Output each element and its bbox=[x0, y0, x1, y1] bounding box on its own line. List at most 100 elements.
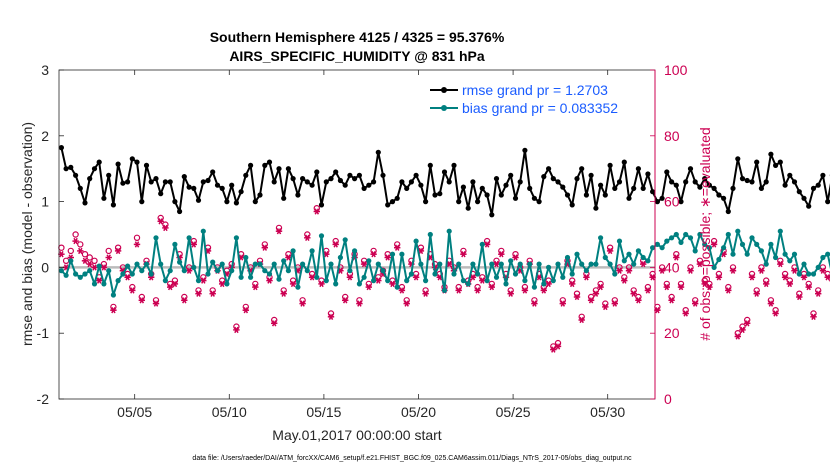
bias-marker bbox=[820, 254, 826, 261]
bias-marker bbox=[158, 261, 164, 267]
bias-marker bbox=[257, 261, 263, 267]
obs-evaluated-marker bbox=[114, 247, 122, 255]
obs-evaluated-stroke bbox=[201, 277, 206, 284]
bias-marker bbox=[460, 278, 466, 284]
rmse-marker bbox=[683, 179, 689, 185]
obs-evaluated-stroke bbox=[219, 280, 225, 288]
obs-evaluated-marker bbox=[819, 267, 827, 274]
bias-marker bbox=[602, 254, 608, 261]
bias-marker bbox=[683, 231, 689, 238]
y-right-tick-label: 0 bbox=[664, 391, 672, 407]
obs-evaluated-marker bbox=[124, 274, 131, 281]
bias-marker bbox=[191, 264, 197, 270]
bias-marker bbox=[773, 254, 779, 261]
obs-evaluated-stroke bbox=[569, 280, 575, 288]
bias-marker bbox=[328, 261, 334, 267]
bias-marker bbox=[626, 251, 632, 257]
rmse-marker bbox=[640, 185, 646, 191]
obs-evaluated-marker bbox=[715, 274, 723, 281]
rmse-marker bbox=[342, 182, 348, 188]
y-left-tick-label: 1 bbox=[41, 194, 49, 210]
bias-marker bbox=[210, 259, 216, 265]
bias-marker bbox=[744, 251, 750, 257]
bias-marker bbox=[721, 245, 727, 251]
obs-evaluated-stroke bbox=[707, 283, 712, 291]
obs-evaluated-stroke bbox=[423, 290, 428, 297]
obs-evaluated-marker bbox=[578, 316, 585, 324]
rmse-marker bbox=[754, 159, 760, 165]
bias-marker bbox=[195, 278, 202, 284]
obs-evaluated-stroke bbox=[243, 307, 249, 314]
obs-evaluated-stroke bbox=[153, 300, 159, 307]
obs-evaluated-stroke bbox=[276, 228, 282, 235]
obs-evaluated-stroke bbox=[63, 264, 69, 271]
bias-marker bbox=[441, 287, 448, 293]
legend-rmse-marker bbox=[441, 87, 447, 93]
y-left-axis-ticks: -2 -1 0 1 2 3 bbox=[37, 62, 64, 407]
bias-marker bbox=[645, 258, 651, 264]
rmse-marker bbox=[153, 176, 159, 182]
bias-marker bbox=[612, 271, 618, 277]
rmse-marker bbox=[654, 199, 661, 205]
obs-evaluated-stroke bbox=[688, 267, 693, 274]
rmse-marker bbox=[224, 199, 230, 205]
rmse-marker bbox=[791, 179, 798, 185]
obs-evaluated-stroke bbox=[588, 297, 594, 304]
obs-evaluated-stroke bbox=[361, 260, 367, 268]
obs-evaluated-stroke bbox=[167, 283, 173, 291]
bias-marker bbox=[456, 261, 462, 267]
rmse-marker bbox=[659, 195, 665, 201]
obs-evaluated-stroke bbox=[139, 297, 145, 304]
rmse-marker bbox=[739, 176, 746, 182]
bias-marker bbox=[162, 278, 168, 284]
obs-evaluated-marker bbox=[540, 287, 547, 294]
rmse-marker bbox=[276, 166, 282, 172]
rmse-marker bbox=[158, 191, 164, 197]
rmse-marker bbox=[517, 179, 523, 185]
rmse-marker bbox=[711, 185, 717, 191]
rmse-marker bbox=[479, 185, 485, 191]
obs-evaluated-marker bbox=[748, 274, 756, 281]
bias-marker bbox=[82, 271, 88, 277]
y-right-axis-label: # of obs: o=possible; ∗=evaluated bbox=[697, 127, 713, 340]
bias-marker bbox=[669, 235, 675, 241]
rmse-marker bbox=[602, 192, 608, 198]
bias-marker bbox=[371, 278, 377, 284]
rmse-marker bbox=[635, 166, 642, 172]
obs-evaluated-stroke bbox=[78, 247, 83, 255]
bias-marker bbox=[314, 274, 320, 280]
rmse-marker bbox=[328, 176, 334, 182]
rmse-marker bbox=[607, 162, 613, 168]
bias-marker bbox=[262, 268, 268, 274]
bias-marker bbox=[446, 228, 452, 234]
bias-marker bbox=[479, 241, 485, 247]
bias-marker bbox=[418, 261, 424, 267]
rmse-marker bbox=[825, 199, 830, 205]
obs-evaluated-stroke bbox=[267, 277, 272, 284]
rmse-marker bbox=[664, 169, 670, 175]
bias-marker bbox=[423, 278, 429, 284]
rmse-marker bbox=[536, 199, 542, 205]
obs-evaluated-stroke bbox=[631, 290, 636, 297]
obs-evaluated-stroke bbox=[593, 290, 599, 297]
bias-marker bbox=[389, 251, 396, 257]
obs-evaluated-stroke bbox=[560, 300, 566, 307]
obs-evaluated-stroke bbox=[806, 283, 811, 291]
obs-evaluated-marker bbox=[611, 300, 618, 307]
rmse-marker bbox=[489, 212, 495, 218]
y-left-tick-label: 0 bbox=[41, 259, 49, 275]
rmse-marker bbox=[361, 185, 367, 191]
obs-evaluated-stroke bbox=[399, 287, 405, 294]
rmse-marker bbox=[456, 199, 462, 205]
rmse-marker bbox=[484, 192, 490, 198]
rmse-marker bbox=[148, 179, 154, 185]
bias-marker bbox=[177, 259, 183, 265]
obs-evaluated-marker bbox=[554, 343, 562, 350]
rmse-marker bbox=[413, 172, 419, 178]
bias-marker bbox=[148, 271, 154, 277]
obs-evaluated-marker bbox=[810, 313, 817, 320]
bias-marker bbox=[167, 268, 173, 274]
bias-marker bbox=[716, 256, 722, 263]
obs-evaluated-stroke bbox=[404, 300, 409, 307]
y-right-axis-ticks: 0 20 40 60 80 100 bbox=[650, 62, 688, 407]
